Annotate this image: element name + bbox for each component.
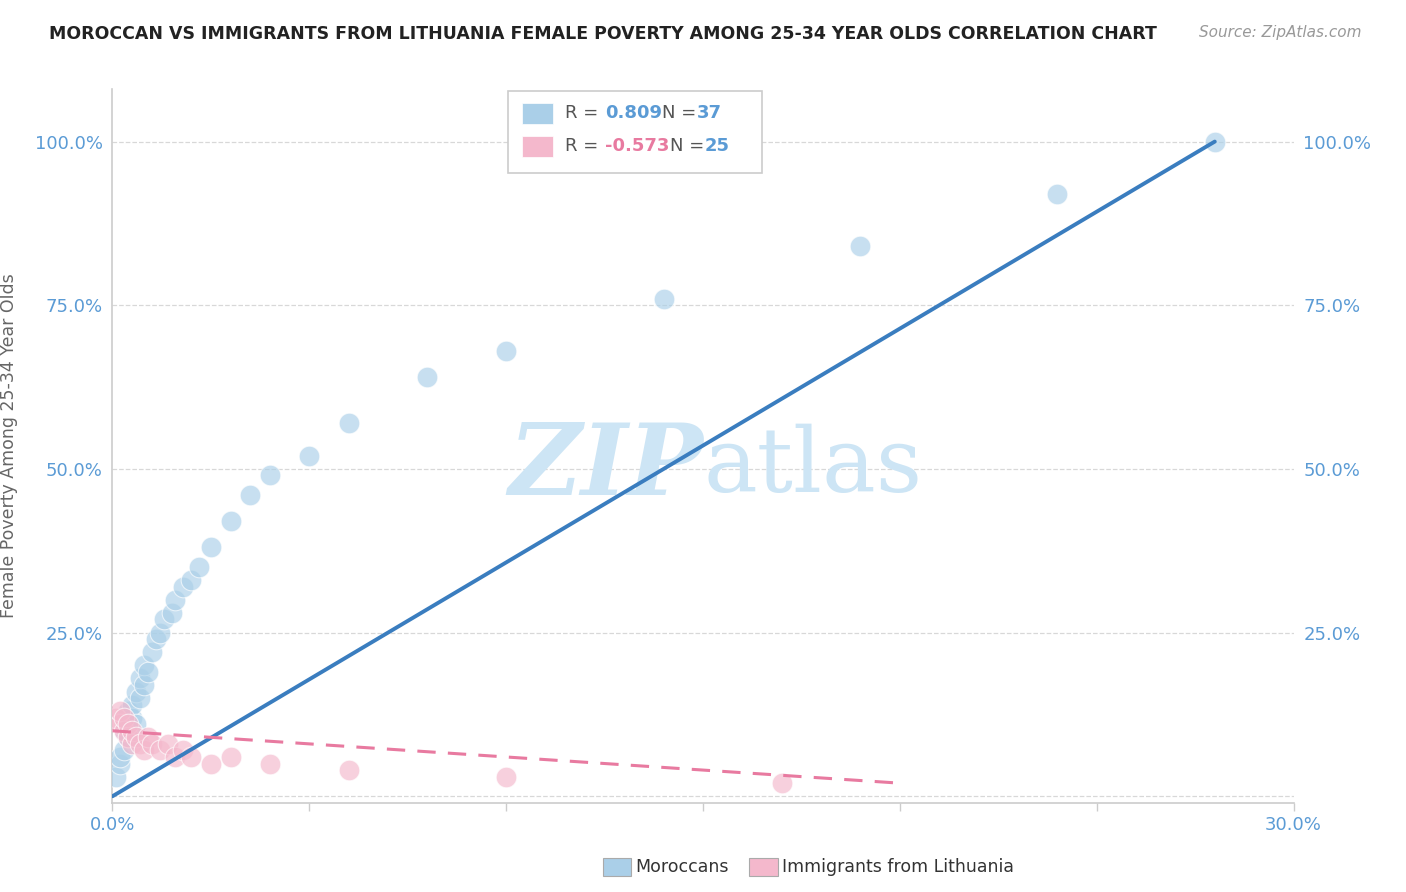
Point: [129, 691, 152, 706]
Point: [337, 763, 360, 777]
Point: [112, 723, 135, 738]
Text: MOROCCAN VS IMMIGRANTS FROM LITHUANIA FEMALE POVERTY AMONG 25-34 YEAR OLDS CORRE: MOROCCAN VS IMMIGRANTS FROM LITHUANIA FE…: [49, 25, 1157, 43]
Point: [121, 723, 143, 738]
Point: [180, 573, 202, 587]
Text: atlas: atlas: [703, 424, 922, 511]
Point: [298, 449, 321, 463]
Text: Moroccans: Moroccans: [636, 858, 730, 876]
Text: Source: ZipAtlas.com: Source: ZipAtlas.com: [1198, 25, 1361, 40]
Point: [141, 645, 163, 659]
Point: [141, 737, 163, 751]
Point: [121, 737, 143, 751]
Point: [495, 344, 517, 359]
Point: [416, 370, 439, 384]
Point: [180, 750, 202, 764]
Point: [219, 750, 242, 764]
Point: [145, 632, 167, 647]
Point: [259, 468, 281, 483]
Point: [770, 776, 793, 790]
Point: [110, 717, 132, 731]
Point: [112, 723, 135, 738]
Point: [136, 665, 159, 679]
Point: [652, 292, 675, 306]
Point: [110, 704, 132, 718]
Point: [117, 731, 139, 745]
Bar: [522, 136, 553, 157]
Point: [172, 580, 194, 594]
Point: [239, 488, 262, 502]
Point: [125, 731, 148, 745]
Y-axis label: Female Poverty Among 25-34 Year Olds: Female Poverty Among 25-34 Year Olds: [0, 274, 18, 618]
Point: [337, 416, 360, 430]
Text: ZIP: ZIP: [508, 419, 703, 516]
Point: [149, 625, 172, 640]
Bar: [522, 103, 553, 124]
Point: [132, 743, 155, 757]
Point: [121, 698, 143, 712]
Point: [188, 560, 211, 574]
Point: [156, 737, 179, 751]
Point: [152, 612, 174, 626]
FancyBboxPatch shape: [508, 91, 762, 173]
Text: N =: N =: [662, 104, 702, 122]
Point: [129, 672, 152, 686]
Point: [105, 711, 128, 725]
Point: [110, 750, 132, 764]
Point: [849, 239, 872, 253]
Point: [219, 514, 242, 528]
Point: [259, 756, 281, 771]
Text: 37: 37: [697, 104, 723, 122]
Text: N =: N =: [669, 137, 710, 155]
Point: [200, 756, 222, 771]
Text: Immigrants from Lithuania: Immigrants from Lithuania: [782, 858, 1014, 876]
Text: -0.573: -0.573: [605, 137, 669, 155]
Point: [160, 606, 183, 620]
Text: 0.809: 0.809: [605, 104, 662, 122]
Point: [117, 717, 139, 731]
Point: [200, 541, 222, 555]
Point: [495, 770, 517, 784]
Point: [1046, 186, 1069, 201]
Point: [112, 711, 135, 725]
Point: [132, 658, 155, 673]
Point: [129, 737, 152, 751]
Point: [165, 750, 187, 764]
Point: [132, 678, 155, 692]
Point: [125, 717, 148, 731]
Point: [125, 684, 148, 698]
Point: [149, 743, 172, 757]
Point: [1204, 135, 1226, 149]
Point: [112, 743, 135, 757]
Point: [172, 743, 194, 757]
Point: [136, 731, 159, 745]
Point: [165, 592, 187, 607]
Point: [117, 704, 139, 718]
Point: [121, 711, 143, 725]
Point: [110, 756, 132, 771]
Text: R =: R =: [565, 137, 603, 155]
Text: 25: 25: [704, 137, 730, 155]
Text: R =: R =: [565, 104, 603, 122]
Point: [105, 770, 128, 784]
Point: [117, 731, 139, 745]
